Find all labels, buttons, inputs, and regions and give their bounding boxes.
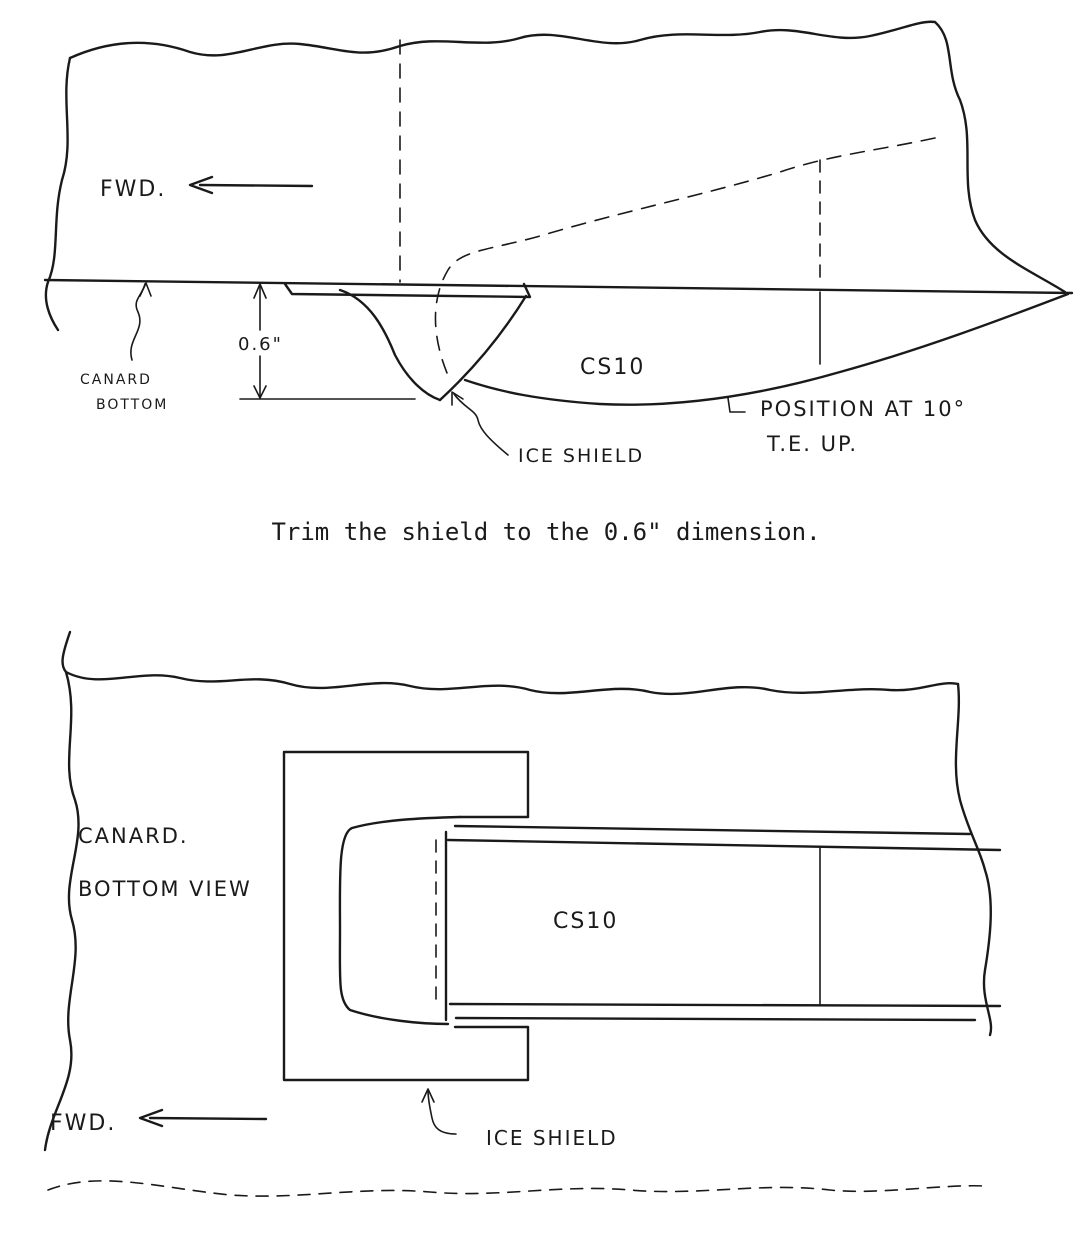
dimension-label: 0.6" [238,334,283,355]
canard-bottom-line [43,278,1074,295]
instruction-caption: Trim the shield to the 0.6" dimension. [271,518,821,546]
position-bracket [727,397,746,413]
bottom-view-title-line2: BOTTOM VIEW [78,877,252,901]
canard-break-line-right [954,682,993,1037]
hidden-elevator-outline [434,137,936,381]
canard-bottom-label-line2: BOTTOM [96,397,168,413]
bottom-view-title-line1: CANARD. [78,824,189,848]
canard-bottom-leader [130,283,146,361]
fwd-arrow-shaft [148,1116,268,1121]
canard-bottom-leader-arrow [139,282,152,297]
fwd-arrow-head [188,175,214,195]
dimension-arrow-down [253,385,267,399]
ice-shield-leader [427,1089,457,1135]
ice-shield-leader [453,393,509,456]
ice-shield-label: ICE SHIELD [486,1126,618,1150]
fwd-arrow-head [138,1108,164,1128]
position-label-line1: POSITION AT 10° [760,397,966,421]
side-view-drawing: FWD. 0.6" CANARD BOTTOM CS10 POSITION AT… [43,20,1074,467]
canard-break-line-bottom [47,1180,986,1197]
ice-shield-back-edge [438,294,528,402]
cs10-profile [463,292,1070,406]
fwd-label: FWD. [50,1111,116,1136]
dimension-arrow-up [253,283,267,299]
position-label-line2: T.E. UP. [766,432,858,456]
cs10-label: CS10 [553,909,618,934]
cs10-top-edge-inner [446,838,1002,852]
cs10-nose [338,815,462,1026]
cs10-top-edge [453,824,972,836]
cs10-bottom-edge-inner [448,1002,1002,1008]
canard-break-line-left [44,56,72,332]
ice-shield-curve [338,288,442,402]
cs10-label: CS10 [580,355,645,380]
canard-break-line-top [61,630,960,696]
ice-shield-leader-arrow [451,391,464,406]
ice-shield-plate [283,282,532,299]
canard-break-line-left [43,670,80,1152]
fwd-arrow-shaft [198,183,314,188]
canard-bottom-label-line1: CANARD [80,372,152,388]
cs10-bottom-edge [454,1016,977,1022]
ice-shield-label: ICE SHIELD [518,445,644,467]
fwd-label: FWD. [100,177,166,202]
ice-shield-outline [282,750,530,1082]
canard-break-line-top [68,20,1067,294]
ice-shield-leader-arrow [421,1088,435,1103]
